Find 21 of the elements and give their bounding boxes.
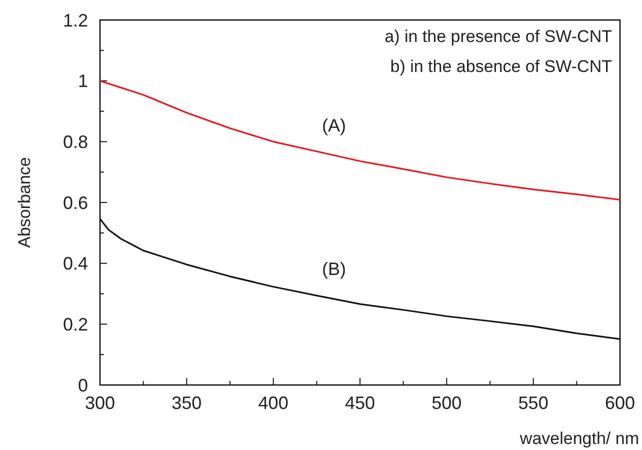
y-axis-title: Absorbance [15,157,34,248]
x-tick-label: 600 [604,393,636,413]
x-tick-label: 300 [84,393,116,413]
line-series [99,80,621,201]
y-tick-label: 0.8 [62,132,88,152]
y-tick-label: 0.6 [62,192,88,213]
y-tick-label: 1 [78,71,88,92]
x-tick-label: 350 [172,393,202,413]
y-tick-label: 1.2 [62,10,88,30]
x-tick-label: 550 [518,393,548,413]
annotation: a) in the presence of SW-CNT [384,27,612,46]
x-tick-label: 450 [344,393,376,413]
y-tick-label: 0.2 [62,314,88,334]
x-axis-title: wavelength/ nm [518,429,639,448]
series-label: (B) [322,258,346,279]
series-label: (A) [322,115,346,136]
annotation: b) in the absence of SW-CNT [390,57,612,76]
x-tick-label: 400 [258,393,288,413]
x-tick-label: 500 [432,393,462,413]
y-tick-label: 0.4 [62,254,88,274]
y-tick-label: 0 [78,375,88,396]
